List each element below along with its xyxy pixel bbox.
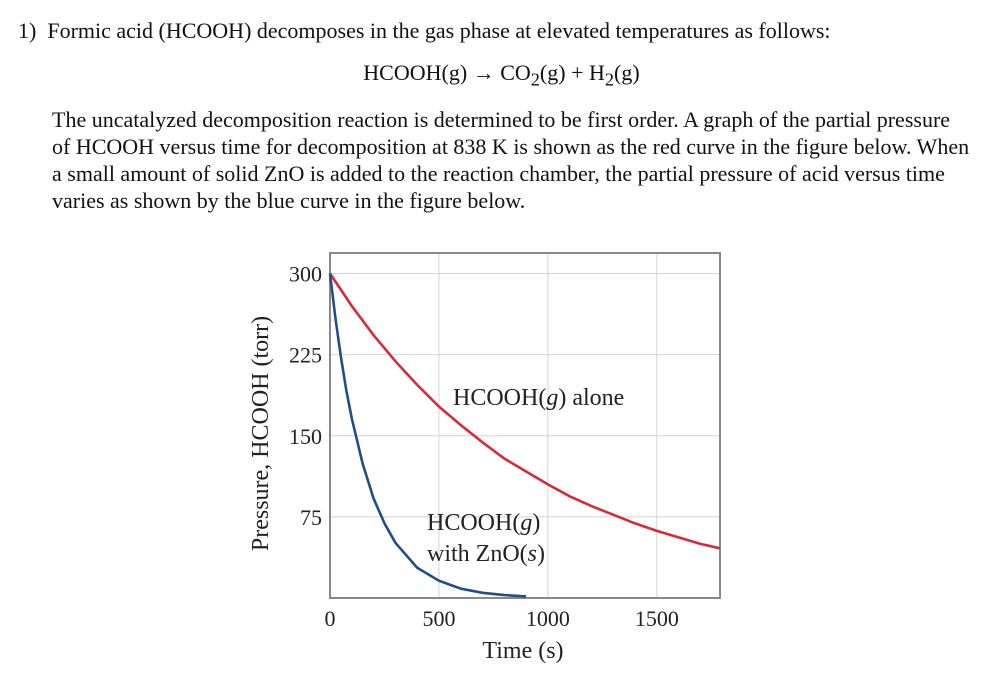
y-tick-label: 300 [289,262,322,287]
x-tick-label: 1500 [635,606,679,631]
annotation-zno-line2: with ZnO(s) [427,541,545,567]
reactant: HCOOH(g) [363,60,468,85]
x-tick-label: 1000 [526,606,570,631]
y-tick-label: 225 [289,343,322,368]
series-line-alone [328,272,721,550]
question-intro: 1) Formic acid (HCOOH) decomposes in the… [18,18,831,44]
y-tick-label: 150 [289,424,322,449]
subscript: 2 [530,69,540,90]
arrow: → [472,60,495,85]
series-line-zno [328,273,527,598]
reaction-equation: HCOOH(g) → CO2(g) + H2(g) [0,60,1003,90]
x-axis-label: Time (s) [482,638,563,664]
product: CO [500,60,531,85]
x-tick-label: 0 [325,606,336,631]
problem-paragraph: The uncatalyzed decomposition reaction i… [52,107,970,213]
question-number: 1) [18,18,37,43]
annotation-zno-line1: HCOOH(g) [427,510,540,536]
annotation-alone: HCOOH(g) alone [453,385,624,411]
state: (g) [614,60,640,85]
y-tick-label: 75 [300,505,322,530]
subscript: 2 [604,69,615,90]
x-tick-label: 500 [422,606,455,631]
y-axis-label: Pressure, HCOOH (torr) [248,316,274,551]
product: (g) + H [539,60,605,85]
intro-text: Formic acid (HCOOH) decomposes in the ga… [47,18,831,43]
plot-frame [329,252,721,599]
